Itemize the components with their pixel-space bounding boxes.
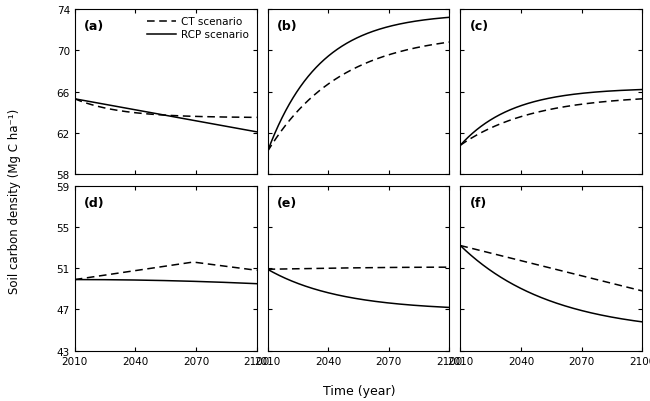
- Text: (a): (a): [84, 20, 104, 33]
- Text: Time (year): Time (year): [323, 384, 396, 397]
- Legend: CT scenario, RCP scenario: CT scenario, RCP scenario: [145, 15, 252, 43]
- Text: (f): (f): [469, 196, 487, 209]
- Text: (c): (c): [469, 20, 489, 33]
- Text: Soil carbon density (Mg C ha⁻¹): Soil carbon density (Mg C ha⁻¹): [8, 108, 21, 293]
- Text: (e): (e): [277, 196, 297, 209]
- Text: (d): (d): [84, 196, 105, 209]
- Text: (b): (b): [277, 20, 297, 33]
